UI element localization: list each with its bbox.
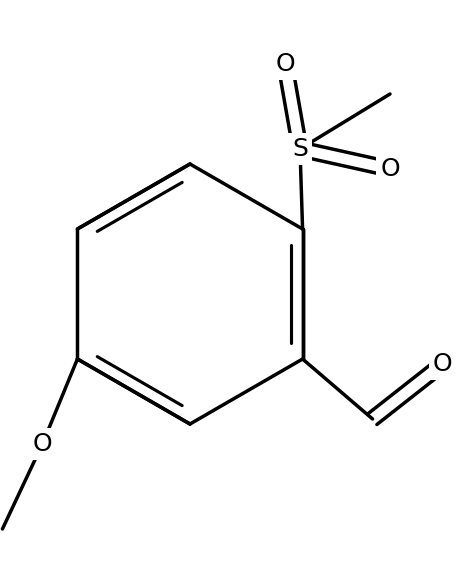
- Text: O: O: [379, 157, 399, 181]
- Text: O: O: [32, 432, 52, 456]
- Text: O: O: [275, 52, 294, 76]
- Text: S: S: [291, 137, 307, 161]
- Text: O: O: [432, 352, 451, 376]
